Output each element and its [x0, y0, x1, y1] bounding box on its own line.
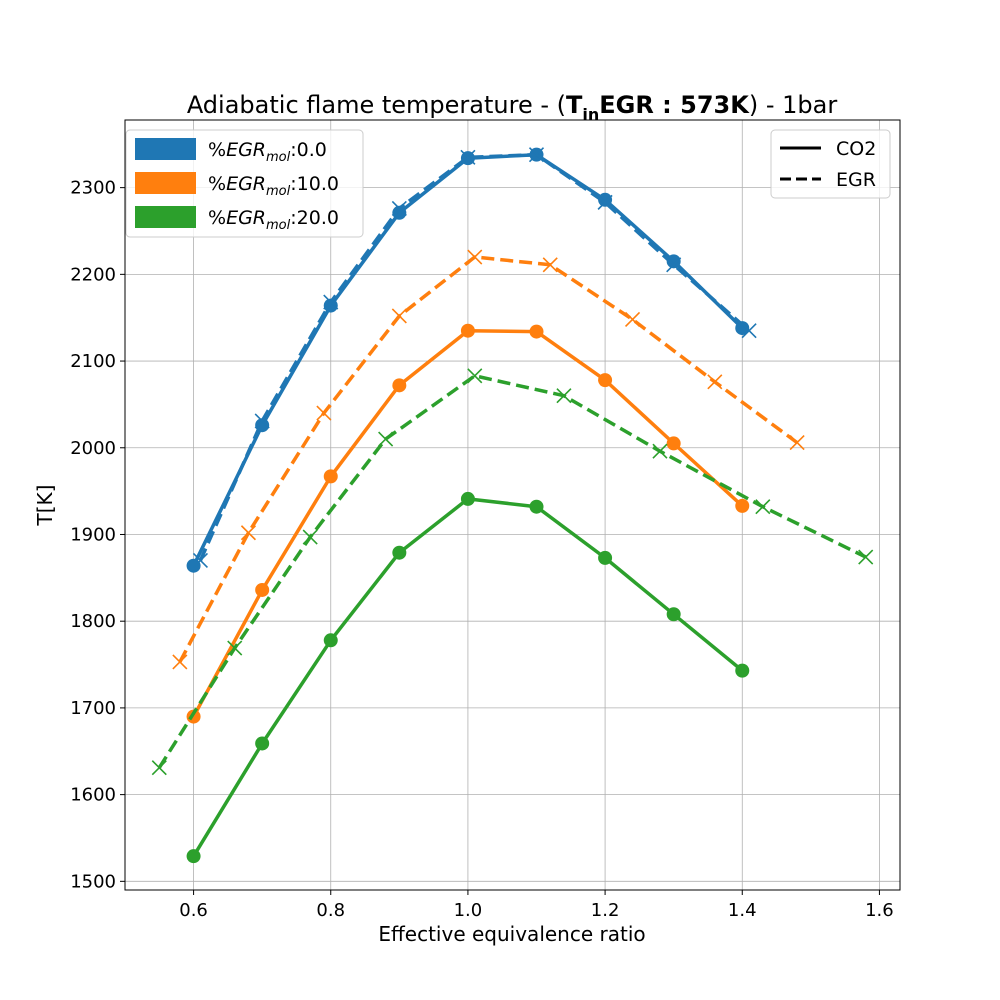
data-point	[741, 323, 757, 339]
data-point	[529, 324, 544, 339]
data-point	[652, 443, 668, 459]
data-point	[172, 654, 188, 670]
data-point	[556, 388, 572, 404]
data-point	[254, 413, 270, 429]
data-point	[151, 760, 167, 776]
series-line	[198, 152, 751, 562]
legend-label-egr: EGR	[836, 169, 876, 191]
data-point	[391, 308, 407, 324]
data-point	[666, 436, 681, 451]
legend-swatch-1	[135, 172, 196, 194]
legend-swatch-2	[135, 206, 196, 228]
series-line	[157, 374, 867, 769]
data-point	[858, 549, 874, 565]
data-point	[186, 849, 201, 864]
data-point	[255, 582, 270, 597]
data-point	[323, 469, 338, 484]
legend-swatch-0	[135, 138, 196, 160]
y-tick-label: 2200	[70, 264, 116, 285]
series-layer	[151, 147, 874, 864]
data-point	[240, 525, 257, 541]
data-point	[227, 640, 243, 656]
data-point	[735, 663, 750, 678]
series-co2-1	[186, 323, 750, 724]
y-tick-label: 2100	[70, 351, 116, 372]
x-tick-label: 0.6	[179, 900, 208, 921]
data-point	[755, 499, 771, 515]
data-point	[467, 368, 483, 384]
data-point	[598, 550, 613, 565]
data-point	[598, 373, 613, 388]
legend-label-0: %EGRmol:0.0	[208, 139, 327, 165]
data-point	[323, 633, 338, 648]
data-point	[735, 498, 750, 513]
x-tick-label: 1.4	[728, 900, 757, 921]
data-point	[542, 257, 558, 273]
x-tick-label: 1.6	[865, 900, 894, 921]
data-point	[255, 736, 270, 751]
data-point	[392, 545, 407, 560]
data-point	[392, 378, 407, 393]
legend-styles: CO2 EGR	[770, 129, 891, 199]
data-point	[378, 431, 394, 447]
series-egr-1	[172, 249, 805, 670]
x-tick-label: 0.8	[316, 900, 345, 921]
x-tick-label: 1.2	[591, 900, 620, 921]
data-point	[789, 435, 805, 451]
plot-frame	[124, 119, 901, 891]
x-tick-label: 1.0	[454, 900, 483, 921]
y-tick-label: 1500	[70, 871, 116, 892]
data-point	[460, 149, 476, 165]
x-axis: 0.6 0.8 1.0 1.2 1.4 1.6	[179, 890, 894, 921]
series-egr-2	[151, 368, 874, 776]
legend-groups: %EGRmol:0.0 %EGRmol:10.0 %EGRmol:20.0	[125, 129, 364, 238]
data-point	[323, 294, 339, 310]
data-point	[666, 257, 682, 273]
data-point	[392, 205, 407, 220]
data-point	[302, 529, 318, 545]
data-point	[528, 147, 545, 163]
y-tick-label: 1800	[70, 611, 116, 632]
data-point	[316, 405, 332, 421]
legend-label-co2: CO2	[836, 138, 876, 160]
data-point	[666, 607, 681, 622]
y-tick-label: 1600	[70, 785, 116, 806]
chart-title: Adiabatic flame temperature - (TinEGR : …	[187, 91, 838, 124]
legend-label-1: %EGRmol:10.0	[208, 173, 339, 199]
data-point	[735, 321, 750, 336]
y-axis: 1500 1600 1700 1800 1900 2000 2100 2200 2300	[70, 178, 125, 892]
data-point	[192, 552, 209, 569]
x-axis-label: Effective equivalence ratio	[378, 922, 645, 946]
y-tick-label: 1900	[70, 524, 116, 545]
data-point	[460, 323, 475, 338]
series-egr-0	[192, 147, 757, 569]
data-point	[529, 499, 544, 514]
data-point	[186, 558, 201, 573]
series-co2-2	[186, 491, 750, 864]
data-point	[467, 249, 483, 265]
data-point	[391, 200, 407, 217]
data-point	[707, 374, 723, 390]
data-point	[624, 311, 641, 328]
y-tick-label: 1700	[70, 698, 116, 719]
y-tick-label: 2300	[70, 178, 116, 199]
data-point	[460, 491, 475, 506]
y-axis-label: T[K]	[33, 485, 57, 527]
y-tick-label: 2000	[70, 438, 116, 459]
legend-label-2: %EGRmol:20.0	[208, 207, 339, 233]
data-point	[597, 194, 613, 210]
data-point	[666, 254, 681, 269]
